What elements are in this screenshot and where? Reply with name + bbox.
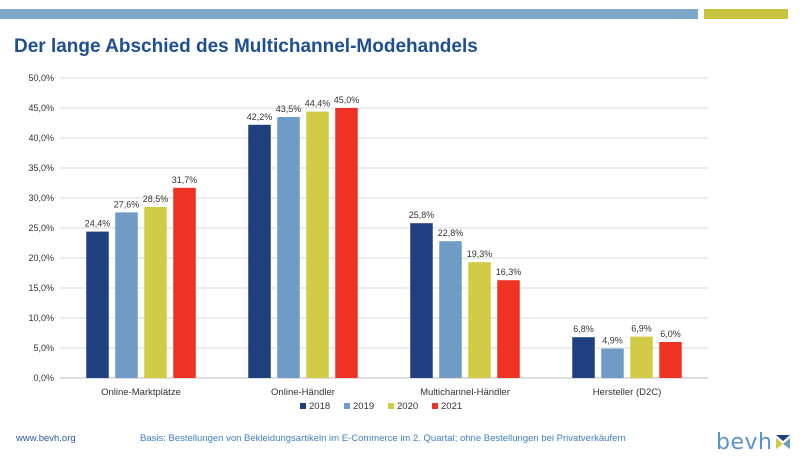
data-label: 6,8% [573,324,594,334]
page-title: Der lange Abschied des Multichannel-Mode… [14,36,478,57]
y-tick-label: 0,0% [33,373,54,383]
bar-2018 [248,124,271,378]
data-label: 6,9% [631,324,652,334]
chart-data-labels: 24,4%27,6%28,5%31,7% 42,2%43,5%44,4% 45,0%… [85,95,681,346]
y-tick-label: 50,0% [28,73,54,83]
header-bar-yellow [704,9,788,19]
chart-bars [86,108,682,378]
bar-2019 [115,212,138,378]
bar-2020 [630,336,653,378]
bar-2021 [173,187,196,378]
bar-2019 [277,117,300,378]
bar-2019 [601,348,624,378]
y-tick-label: 25,0% [28,223,54,233]
y-tick-label: 5,0% [33,343,54,353]
data-label: 19,3% [467,249,493,259]
footer-website-link[interactable]: www.bevh.org [16,433,76,444]
legend-swatch-2020 [388,403,394,409]
y-tick-label: 15,0% [28,283,54,293]
bar-2021 [659,342,682,378]
bar-2021 [335,108,358,378]
bar-2018 [86,231,109,378]
data-label: 27,6% [114,199,140,209]
data-label: 31,7% [172,175,198,185]
bar-2020 [306,111,329,378]
data-label: 22,8% [438,228,464,238]
legend-label: 2021 [441,401,462,412]
bevh-logo: bevh [716,428,791,456]
bar-2020 [468,262,491,378]
y-tick-label: 45,0% [28,103,54,113]
data-label: 42,2% [247,112,273,122]
data-label: 44,4% [305,99,331,109]
footer-source-note: Basis: Bestellungen von Bekleidungsartik… [140,433,626,444]
bar-2020 [144,207,167,378]
data-label: 28,5% [143,194,169,204]
y-tick-label: 30,0% [28,193,54,203]
bar-2021 [497,280,520,378]
x-category-label: Online-Händler [271,387,335,398]
data-label: 16,3% [496,267,522,277]
legend-label: 2019 [353,401,374,412]
bar-2018 [410,223,433,378]
legend-label: 2018 [309,401,330,412]
bar-2019 [439,241,462,378]
x-category-label: Hersteller (D2C) [593,387,662,398]
header-bar-blue [0,9,698,19]
x-category-label: Online-Marktplätze [101,387,181,398]
logo-text: bevh [716,429,773,455]
data-label: 25,8% [409,210,435,220]
legend-swatch-2019 [344,403,350,409]
legend-swatch-2021 [432,403,438,409]
data-label: 4,9% [602,336,623,346]
bar-2018 [572,337,595,378]
data-label: 45,0% [334,95,360,105]
bevh-logo-icon [776,435,791,449]
x-category-label: Multichannel-Händler [420,387,510,398]
legend-swatch-2018 [300,403,306,409]
legend-label: 2020 [397,401,418,412]
chart-axes: 0,0% 5,0% 10,0% 15,0% 20,0% 25,0% 30,0% 35,0% 40… [28,73,708,398]
data-label: 24,4% [85,219,111,229]
y-tick-label: 10,0% [28,313,54,323]
data-label: 6,0% [660,329,681,339]
chart-gridlines [60,77,708,349]
y-tick-label: 40,0% [28,133,54,143]
chart-legend: 2018 2019 2020 2021 [300,401,462,412]
y-tick-label: 35,0% [28,163,54,173]
y-tick-label: 20,0% [28,253,54,263]
data-label: 43,5% [276,104,302,114]
